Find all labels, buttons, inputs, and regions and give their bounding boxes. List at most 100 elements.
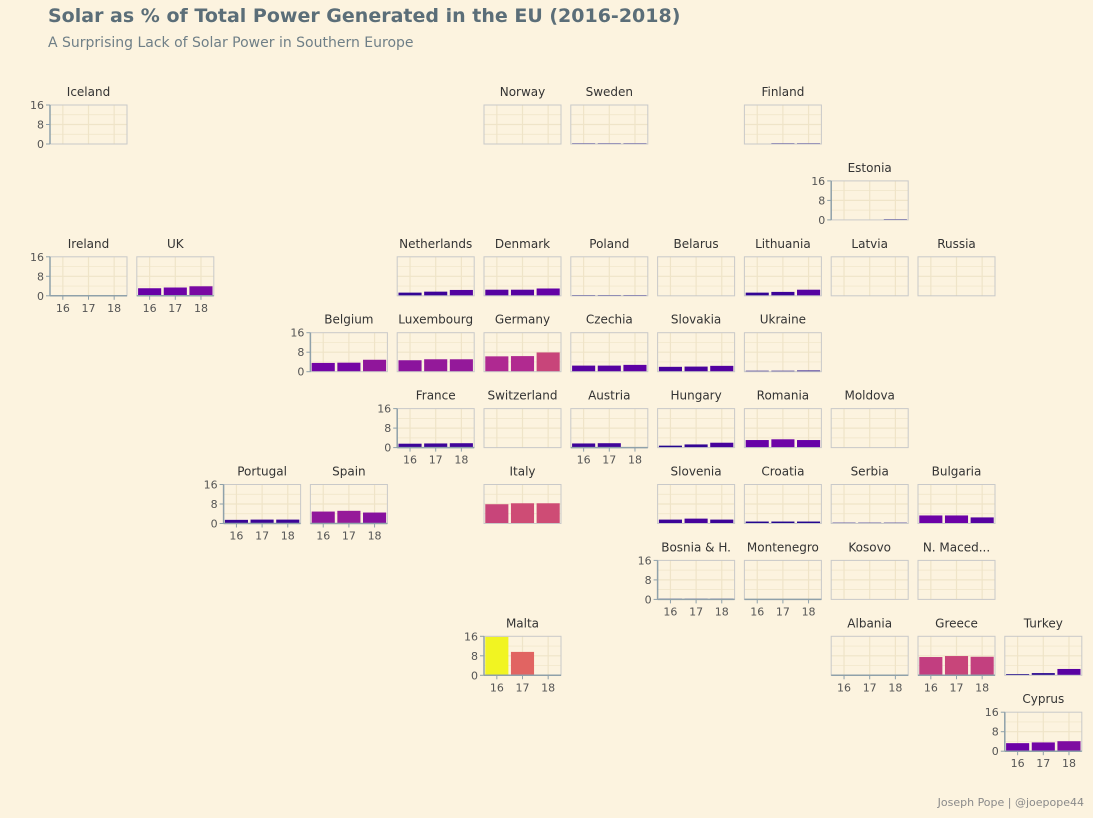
facet-czechia: Czechia (570, 313, 649, 373)
panel-border (657, 408, 736, 449)
facet-uk: UK 16 17 18 (136, 237, 215, 315)
bar-portugal-16 (224, 519, 248, 524)
panel-border (830, 484, 909, 524)
facet-sweden: Sweden (570, 85, 649, 145)
x-tick-label: 18 (454, 454, 468, 467)
x-tick-label: 16 (403, 454, 417, 467)
facet-title: Kosovo (848, 540, 891, 554)
panel-border (483, 332, 562, 373)
facet-title: Luxembourg (398, 313, 473, 327)
bar-luxembourg-17 (424, 359, 448, 372)
bar-france-17 (424, 443, 448, 448)
bar-lithuania-16 (745, 292, 769, 296)
facet-title: Latvia (851, 237, 888, 251)
panel-border (917, 484, 996, 524)
panel-border (917, 559, 996, 600)
facet-montenegro: Montenegro 16 17 18 (743, 540, 822, 618)
facet-spain: Spain 16 17 18 (309, 465, 388, 543)
panel-border (570, 332, 649, 373)
x-tick-label: 18 (194, 302, 208, 315)
panel-border (657, 484, 736, 524)
bar-germany-16 (485, 356, 509, 372)
facet-title: Cyprus (1022, 692, 1064, 706)
bar-slovakia-17 (684, 366, 708, 372)
bar-uk-17 (163, 287, 187, 296)
facet-title: Estonia (848, 161, 892, 175)
bar-france-18 (449, 443, 473, 448)
bar-croatia-17 (771, 521, 795, 524)
bar-belgium-16 (311, 362, 335, 372)
bar-portugal-17 (250, 519, 274, 524)
facet-moldova: Moldova (830, 389, 909, 449)
x-tick-label: 16 (56, 302, 70, 315)
facet-estonia: Estonia 0 8 16 (811, 161, 909, 227)
y-tick-label: 8 (37, 270, 44, 283)
x-tick-label: 16 (924, 681, 938, 694)
facet-title: Bulgaria (932, 465, 982, 479)
bar-italy-18 (536, 503, 560, 524)
bar-italy-16 (485, 504, 509, 524)
x-tick-label: 18 (628, 454, 642, 467)
panel-border (570, 256, 649, 297)
x-tick-label: 17 (863, 681, 877, 694)
facet-title: Greece (935, 616, 978, 630)
bar-romania-17 (771, 439, 795, 448)
y-tick-label: 0 (645, 593, 652, 606)
facet-ukraine: Ukraine (743, 313, 822, 373)
bar-austria-17 (597, 443, 621, 448)
y-tick-label: 16 (811, 175, 825, 188)
facet-lithuania: Lithuania (743, 237, 822, 297)
x-tick-label: 16 (229, 530, 243, 543)
panel-border (743, 408, 822, 449)
facet-title: Spain (332, 465, 366, 479)
facet-title: Hungary (670, 389, 721, 403)
bar-netherlands-17 (424, 291, 448, 296)
facet-russia: Russia (917, 237, 996, 297)
bar-czechia-18 (623, 364, 647, 372)
x-tick-label: 16 (750, 605, 764, 618)
panel-border (830, 408, 909, 449)
facet-title: Czechia (586, 313, 633, 327)
bar-cyprus-17 (1031, 742, 1055, 752)
facet-cyprus: Cyprus 0 8 16 16 17 18 (985, 692, 1083, 770)
facet-title: France (416, 389, 456, 403)
facet-norway: Norway (483, 85, 562, 145)
bar-portugal-18 (276, 519, 300, 524)
facet-bulgaria: Bulgaria (917, 465, 996, 524)
facet-iceland: Iceland 0 8 16 (30, 85, 128, 151)
facet-title: Austria (588, 389, 630, 403)
bar-luxembourg-16 (398, 360, 422, 372)
bar-greece-16 (919, 657, 943, 676)
facet-latvia: Latvia (830, 237, 909, 297)
facet-title: Belgium (324, 313, 373, 327)
facet-portugal: Portugal 0 8 16 16 17 18 (204, 465, 302, 543)
panel-border (743, 332, 822, 373)
facet-belarus: Belarus (657, 237, 736, 297)
x-tick-label: 18 (368, 530, 382, 543)
y-tick-label: 16 (30, 251, 44, 264)
chart-title: Solar as % of Total Power Generated in t… (48, 5, 681, 27)
bar-slovenia-17 (684, 518, 708, 524)
x-tick-label: 17 (950, 681, 964, 694)
bar-austria-16 (572, 443, 596, 448)
x-tick-label: 18 (802, 605, 816, 618)
facet-title: Portugal (237, 465, 287, 479)
bar-turkey-16 (1006, 674, 1030, 676)
facet-austria: Austria 16 17 18 (570, 389, 649, 467)
y-tick-label: 16 (204, 479, 218, 492)
panel-border (483, 256, 562, 297)
facet-title: Romania (757, 389, 809, 403)
facet-title: Albania (847, 616, 892, 630)
x-tick-label: 17 (602, 454, 616, 467)
bar-netherlands-18 (449, 289, 473, 296)
panel-border (743, 484, 822, 524)
x-tick-label: 16 (577, 454, 591, 467)
bar-hungary-16 (658, 445, 682, 448)
y-tick-label: 0 (471, 669, 478, 682)
facet-title: Belarus (674, 237, 719, 251)
y-tick-label: 0 (211, 518, 218, 531)
y-tick-label: 8 (818, 194, 825, 207)
facet-turkey: Turkey (1004, 616, 1083, 676)
facet-title: Italy (509, 465, 535, 479)
